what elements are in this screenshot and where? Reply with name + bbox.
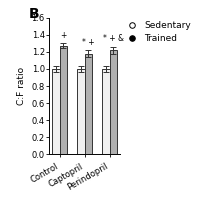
Bar (52, 69, 60, 154)
Text: * + &: * + & (103, 34, 124, 43)
Bar (102, 69, 110, 154)
Legend: Sedentary, Trained: Sedentary, Trained (126, 20, 193, 45)
Bar (85, 54, 92, 154)
Y-axis label: C:F ratio: C:F ratio (17, 67, 26, 105)
Text: +: + (60, 31, 67, 40)
Text: * +: * + (82, 38, 95, 47)
Bar (60, 46, 67, 154)
Text: B: B (29, 7, 40, 21)
Bar (77, 69, 85, 154)
Bar (110, 50, 117, 154)
